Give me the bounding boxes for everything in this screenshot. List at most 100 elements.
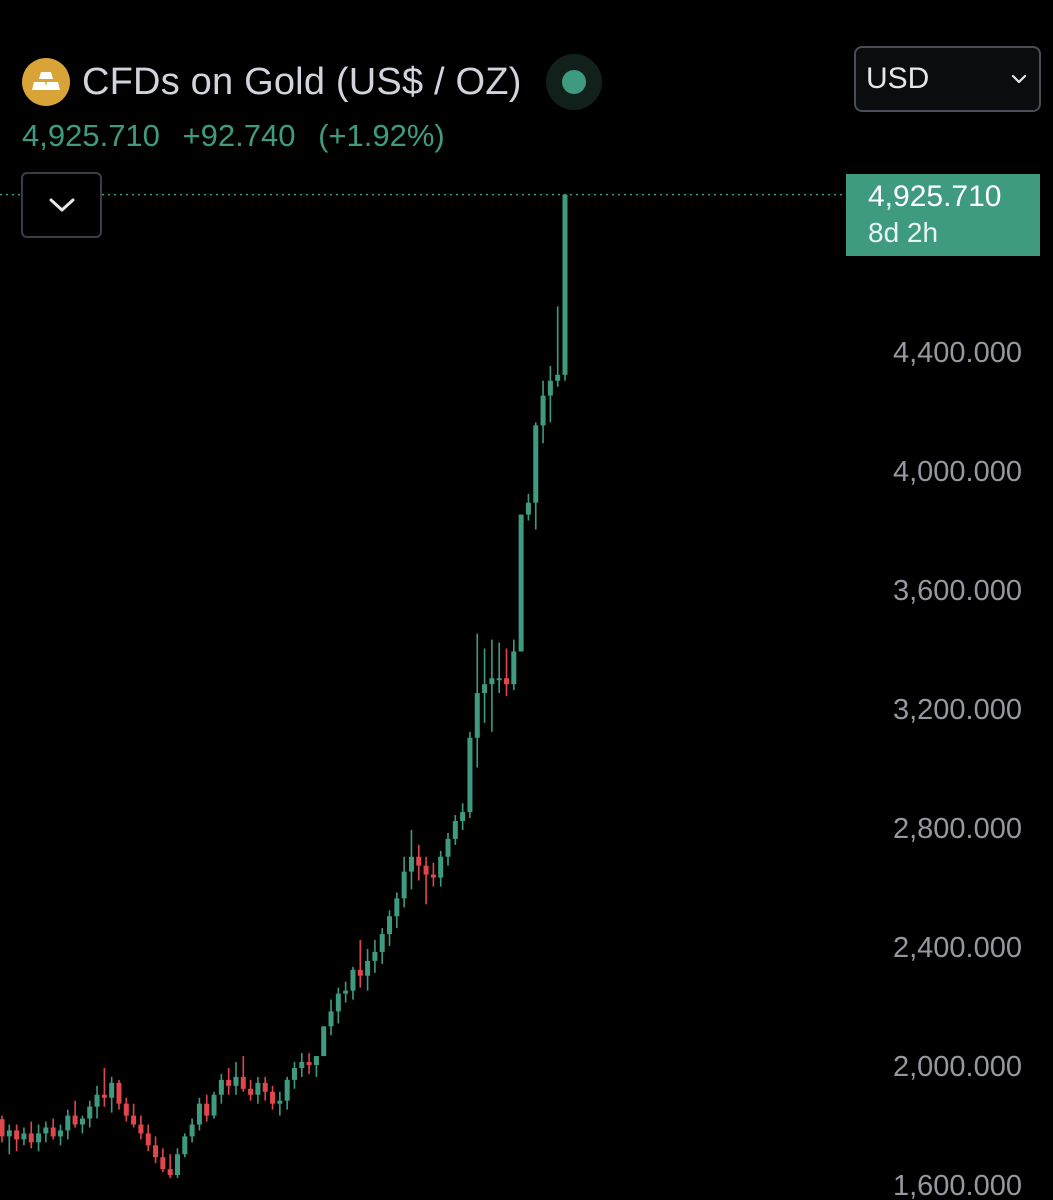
candle-body bbox=[445, 838, 451, 857]
candle-body bbox=[0, 1119, 5, 1137]
candle bbox=[365, 948, 371, 991]
candle bbox=[270, 1085, 276, 1110]
candle-body bbox=[394, 898, 400, 917]
candle bbox=[562, 194, 568, 381]
candle-body bbox=[489, 678, 495, 685]
candle-body bbox=[562, 194, 568, 375]
candle bbox=[504, 648, 510, 697]
candle-body bbox=[174, 1154, 180, 1176]
candle bbox=[174, 1148, 180, 1179]
candle-body bbox=[226, 1079, 232, 1086]
candle-body bbox=[270, 1091, 276, 1104]
candle bbox=[482, 648, 488, 723]
candle bbox=[518, 514, 524, 652]
candle bbox=[496, 642, 502, 694]
candle-body bbox=[335, 993, 341, 1012]
candle-body bbox=[43, 1127, 49, 1134]
candle bbox=[131, 1103, 137, 1128]
candle bbox=[43, 1121, 49, 1143]
candle bbox=[153, 1136, 159, 1164]
gold-bars-icon bbox=[22, 58, 70, 106]
candle bbox=[87, 1100, 93, 1128]
candle-body bbox=[79, 1118, 85, 1125]
candle-body bbox=[365, 960, 371, 976]
candle bbox=[189, 1118, 195, 1143]
candle bbox=[101, 1067, 107, 1107]
candle bbox=[109, 1076, 115, 1113]
candle-body bbox=[6, 1130, 12, 1137]
candle bbox=[226, 1067, 232, 1095]
candle bbox=[79, 1115, 85, 1134]
candle bbox=[452, 815, 458, 845]
candle bbox=[379, 928, 385, 964]
candle bbox=[160, 1148, 166, 1173]
candle-body bbox=[153, 1145, 159, 1158]
candle bbox=[196, 1097, 202, 1131]
candle-body bbox=[518, 514, 524, 652]
candle bbox=[277, 1091, 283, 1116]
symbol-title[interactable]: CFDs on Gold (US$ / OZ) bbox=[82, 60, 522, 103]
candle-body bbox=[474, 693, 480, 738]
candle-body bbox=[94, 1094, 100, 1107]
candle bbox=[328, 999, 334, 1036]
candle-body bbox=[160, 1157, 166, 1170]
candle-body bbox=[116, 1082, 122, 1104]
candlestick-series bbox=[0, 194, 568, 1179]
candle-body bbox=[387, 916, 393, 935]
candle-body bbox=[423, 865, 429, 875]
candle bbox=[50, 1118, 56, 1140]
candle-body bbox=[233, 1076, 239, 1086]
price-axis-label: 2,800.000 bbox=[893, 813, 1022, 845]
candle-body bbox=[299, 1062, 305, 1068]
candle bbox=[284, 1076, 290, 1110]
candle bbox=[394, 892, 400, 929]
candle-body bbox=[452, 821, 458, 839]
market-status-indicator[interactable] bbox=[545, 54, 602, 110]
candle bbox=[0, 1115, 5, 1143]
candle bbox=[248, 1079, 254, 1101]
candle-body bbox=[547, 380, 553, 396]
candle bbox=[306, 1053, 312, 1074]
candle-body bbox=[196, 1103, 202, 1125]
candle-body bbox=[416, 856, 422, 866]
candle bbox=[123, 1097, 129, 1122]
candle bbox=[255, 1076, 261, 1104]
candle-body bbox=[145, 1133, 151, 1146]
price-change-percent: (+1.92%) bbox=[318, 118, 445, 153]
chevron-down-icon bbox=[49, 198, 74, 212]
last-price-tag: 4,925.710 8d 2h bbox=[846, 174, 1040, 256]
quote-line: 4,925.710 +92.740 (+1.92%) bbox=[22, 118, 459, 154]
price-axis-label: 4,400.000 bbox=[893, 337, 1022, 369]
collapse-legend-button[interactable] bbox=[21, 172, 102, 238]
candle bbox=[291, 1062, 297, 1089]
candle bbox=[511, 639, 517, 691]
candle-body bbox=[167, 1169, 173, 1176]
candle-body bbox=[525, 502, 531, 515]
candle-body bbox=[248, 1088, 254, 1095]
candle-body bbox=[467, 737, 473, 813]
candle-body bbox=[182, 1136, 188, 1155]
candle-body bbox=[504, 678, 510, 685]
candle bbox=[321, 1026, 327, 1057]
candle-body bbox=[357, 969, 363, 976]
candle-body bbox=[284, 1079, 290, 1101]
candle bbox=[211, 1091, 217, 1119]
price-change: +92.740 bbox=[182, 118, 296, 153]
candle-body bbox=[255, 1082, 261, 1095]
candle-body bbox=[379, 934, 385, 952]
candle bbox=[525, 493, 531, 521]
currency-select[interactable]: USD bbox=[854, 46, 1041, 112]
candle bbox=[138, 1115, 144, 1140]
candle bbox=[313, 1056, 319, 1077]
candle-body bbox=[350, 969, 356, 991]
candle-body bbox=[540, 395, 546, 426]
candle-body bbox=[262, 1082, 268, 1092]
candle bbox=[555, 306, 561, 387]
candle-body bbox=[321, 1026, 327, 1057]
candle bbox=[438, 850, 444, 887]
price-axis[interactable]: 4,400.000 4,000.000 3,600.000 3,200.000 2,80… bbox=[893, 337, 1022, 1200]
candle bbox=[218, 1073, 224, 1104]
candle bbox=[423, 856, 429, 905]
price-tag-value: 4,925.710 bbox=[868, 180, 1002, 213]
